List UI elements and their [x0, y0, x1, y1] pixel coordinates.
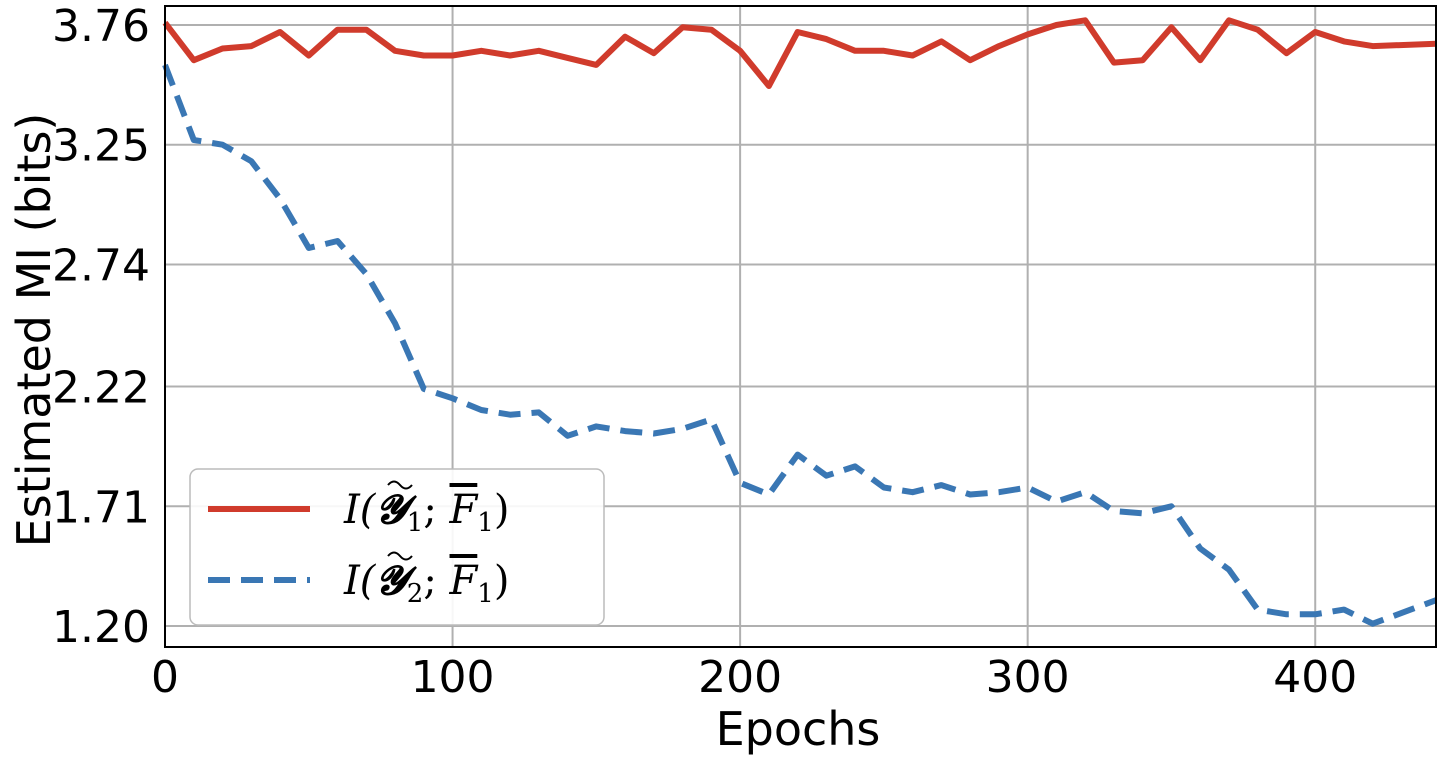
plot-frame: [164, 5, 1437, 648]
x-axis-label: Epochs: [716, 702, 881, 756]
series-line-1: [162, 17, 1437, 89]
y-tick-label: 3.76: [52, 1, 150, 52]
x-tick-label: 200: [698, 652, 782, 703]
y-axis-label: Estimated MI (bits): [7, 113, 61, 548]
tick-labels: 0 100 200 300 400 1.20 1.71 2.22 2.74 3.25 3.76: [52, 1, 1357, 703]
x-tick-label: 400: [1273, 652, 1357, 703]
tilde-accent: [387, 480, 413, 490]
legend-label-2: I(𝓨2; F1): [343, 557, 509, 609]
x-tick-label: 0: [151, 652, 179, 703]
plot-lines: [162, 17, 1438, 627]
legend-label-1: I(𝓨1; F1): [343, 486, 509, 538]
y-tick-label: 1.20: [52, 602, 150, 653]
y-tick-label: 3.25: [52, 121, 150, 172]
y-tick-label: 1.71: [52, 482, 150, 533]
x-tick-label: 100: [411, 652, 495, 703]
series-line-2: [162, 63, 1438, 627]
x-tick-label: 300: [986, 652, 1070, 703]
tilde-accent: [387, 551, 413, 561]
y-tick-label: 2.22: [52, 363, 150, 414]
legend: I(𝓨1; F1) I(𝓨2; F1): [189, 468, 605, 626]
y-tick-label: 2.74: [52, 240, 150, 291]
